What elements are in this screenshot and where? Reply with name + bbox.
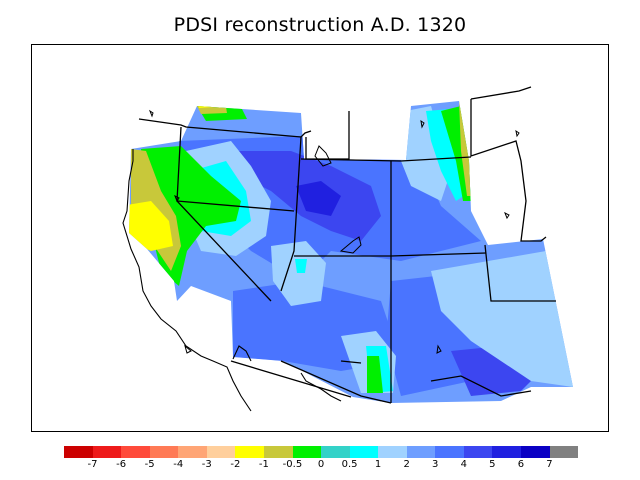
lake-small-6	[184, 344, 192, 354]
legend-tick-label: -6	[116, 459, 127, 470]
legend-tick-label: 3	[432, 459, 439, 470]
legend-tick-label: 2	[403, 459, 410, 470]
legend-swatch	[121, 446, 150, 458]
nv-ut-border	[280, 136, 302, 292]
legend-swatch	[92, 446, 122, 458]
canada-us-border-west	[138, 118, 312, 138]
lake-yellowstone	[314, 145, 332, 167]
legend-tick-label: -3	[201, 459, 212, 470]
az-nm-border	[340, 360, 362, 364]
legend-swatch	[406, 446, 436, 458]
map-frame	[31, 44, 609, 432]
legend-swatch	[549, 446, 579, 458]
legend-swatch	[206, 446, 236, 458]
lake-tahoe	[174, 194, 180, 203]
legend-swatch	[463, 446, 493, 458]
legend-swatch	[521, 446, 550, 458]
legend-swatch	[263, 446, 293, 458]
dakota-borders	[470, 99, 547, 242]
lakes	[148, 109, 520, 354]
field-2d	[401, 106, 451, 201]
legend-swatch	[235, 446, 264, 458]
legend-swatch	[149, 446, 179, 458]
legend-tick-label: 0	[317, 459, 325, 470]
lake-small-1	[148, 109, 154, 118]
legend-swatch	[435, 446, 464, 458]
tx-border	[430, 375, 532, 397]
legend-tick-label: 7	[546, 459, 553, 470]
canada-us-border-east	[470, 86, 532, 100]
or-id-border	[176, 200, 295, 212]
color-legend	[64, 446, 579, 458]
ne-ks-border	[484, 244, 556, 302]
field-2b	[431, 251, 573, 387]
legend-tick-label: -1	[258, 459, 269, 470]
legend-swatch	[349, 446, 379, 458]
field-neg05b	[197, 106, 227, 114]
lake-small-3	[504, 211, 510, 220]
legend-tick-label: -5	[144, 459, 155, 470]
field-1d	[295, 259, 307, 273]
baja-coast	[232, 345, 252, 362]
legend-tick-label: -7	[87, 459, 98, 470]
field-6	[296, 181, 341, 216]
legend-tick-label: -2	[230, 459, 241, 470]
coastline	[122, 149, 342, 412]
lake-small-4	[515, 129, 520, 138]
gulf-coast	[300, 372, 342, 402]
great-salt-lake	[339, 236, 362, 254]
legend-tick-label: 1	[374, 459, 382, 470]
field-0d	[367, 356, 383, 393]
mt-wy-border	[300, 156, 472, 162]
us-mexico-border	[280, 360, 392, 404]
legend-tick-label: 0.5	[341, 459, 358, 470]
legend-tick-label: 6	[517, 459, 525, 470]
lake-small-2	[420, 119, 425, 129]
field-neg1b	[197, 101, 213, 108]
pacific-coast	[122, 149, 252, 412]
legend-swatch	[321, 446, 350, 458]
legend-swatch	[378, 446, 407, 458]
legend-tick-label: 4	[460, 459, 467, 470]
az-mexico-border	[230, 360, 352, 398]
legend-tick-label: -4	[173, 459, 184, 470]
lake-small-5	[436, 344, 442, 354]
legend-swatch	[64, 446, 93, 458]
legend-tick-label: -0.5	[282, 459, 303, 470]
legend-swatch	[292, 446, 322, 458]
map-title: PDSI reconstruction A.D. 1320	[173, 14, 467, 36]
legend-tick-label: 5	[489, 459, 496, 470]
pdsi-map	[122, 86, 573, 412]
legend-swatch	[178, 446, 207, 458]
legend-swatch	[492, 446, 521, 458]
field-2c	[271, 241, 326, 306]
legend-ticks: -7 -6 -5 -4 -3 -2 -1 -0.5 0 0.5 1 2 3 4 5 6 7	[64, 459, 578, 473]
id-wy-border	[305, 111, 350, 160]
